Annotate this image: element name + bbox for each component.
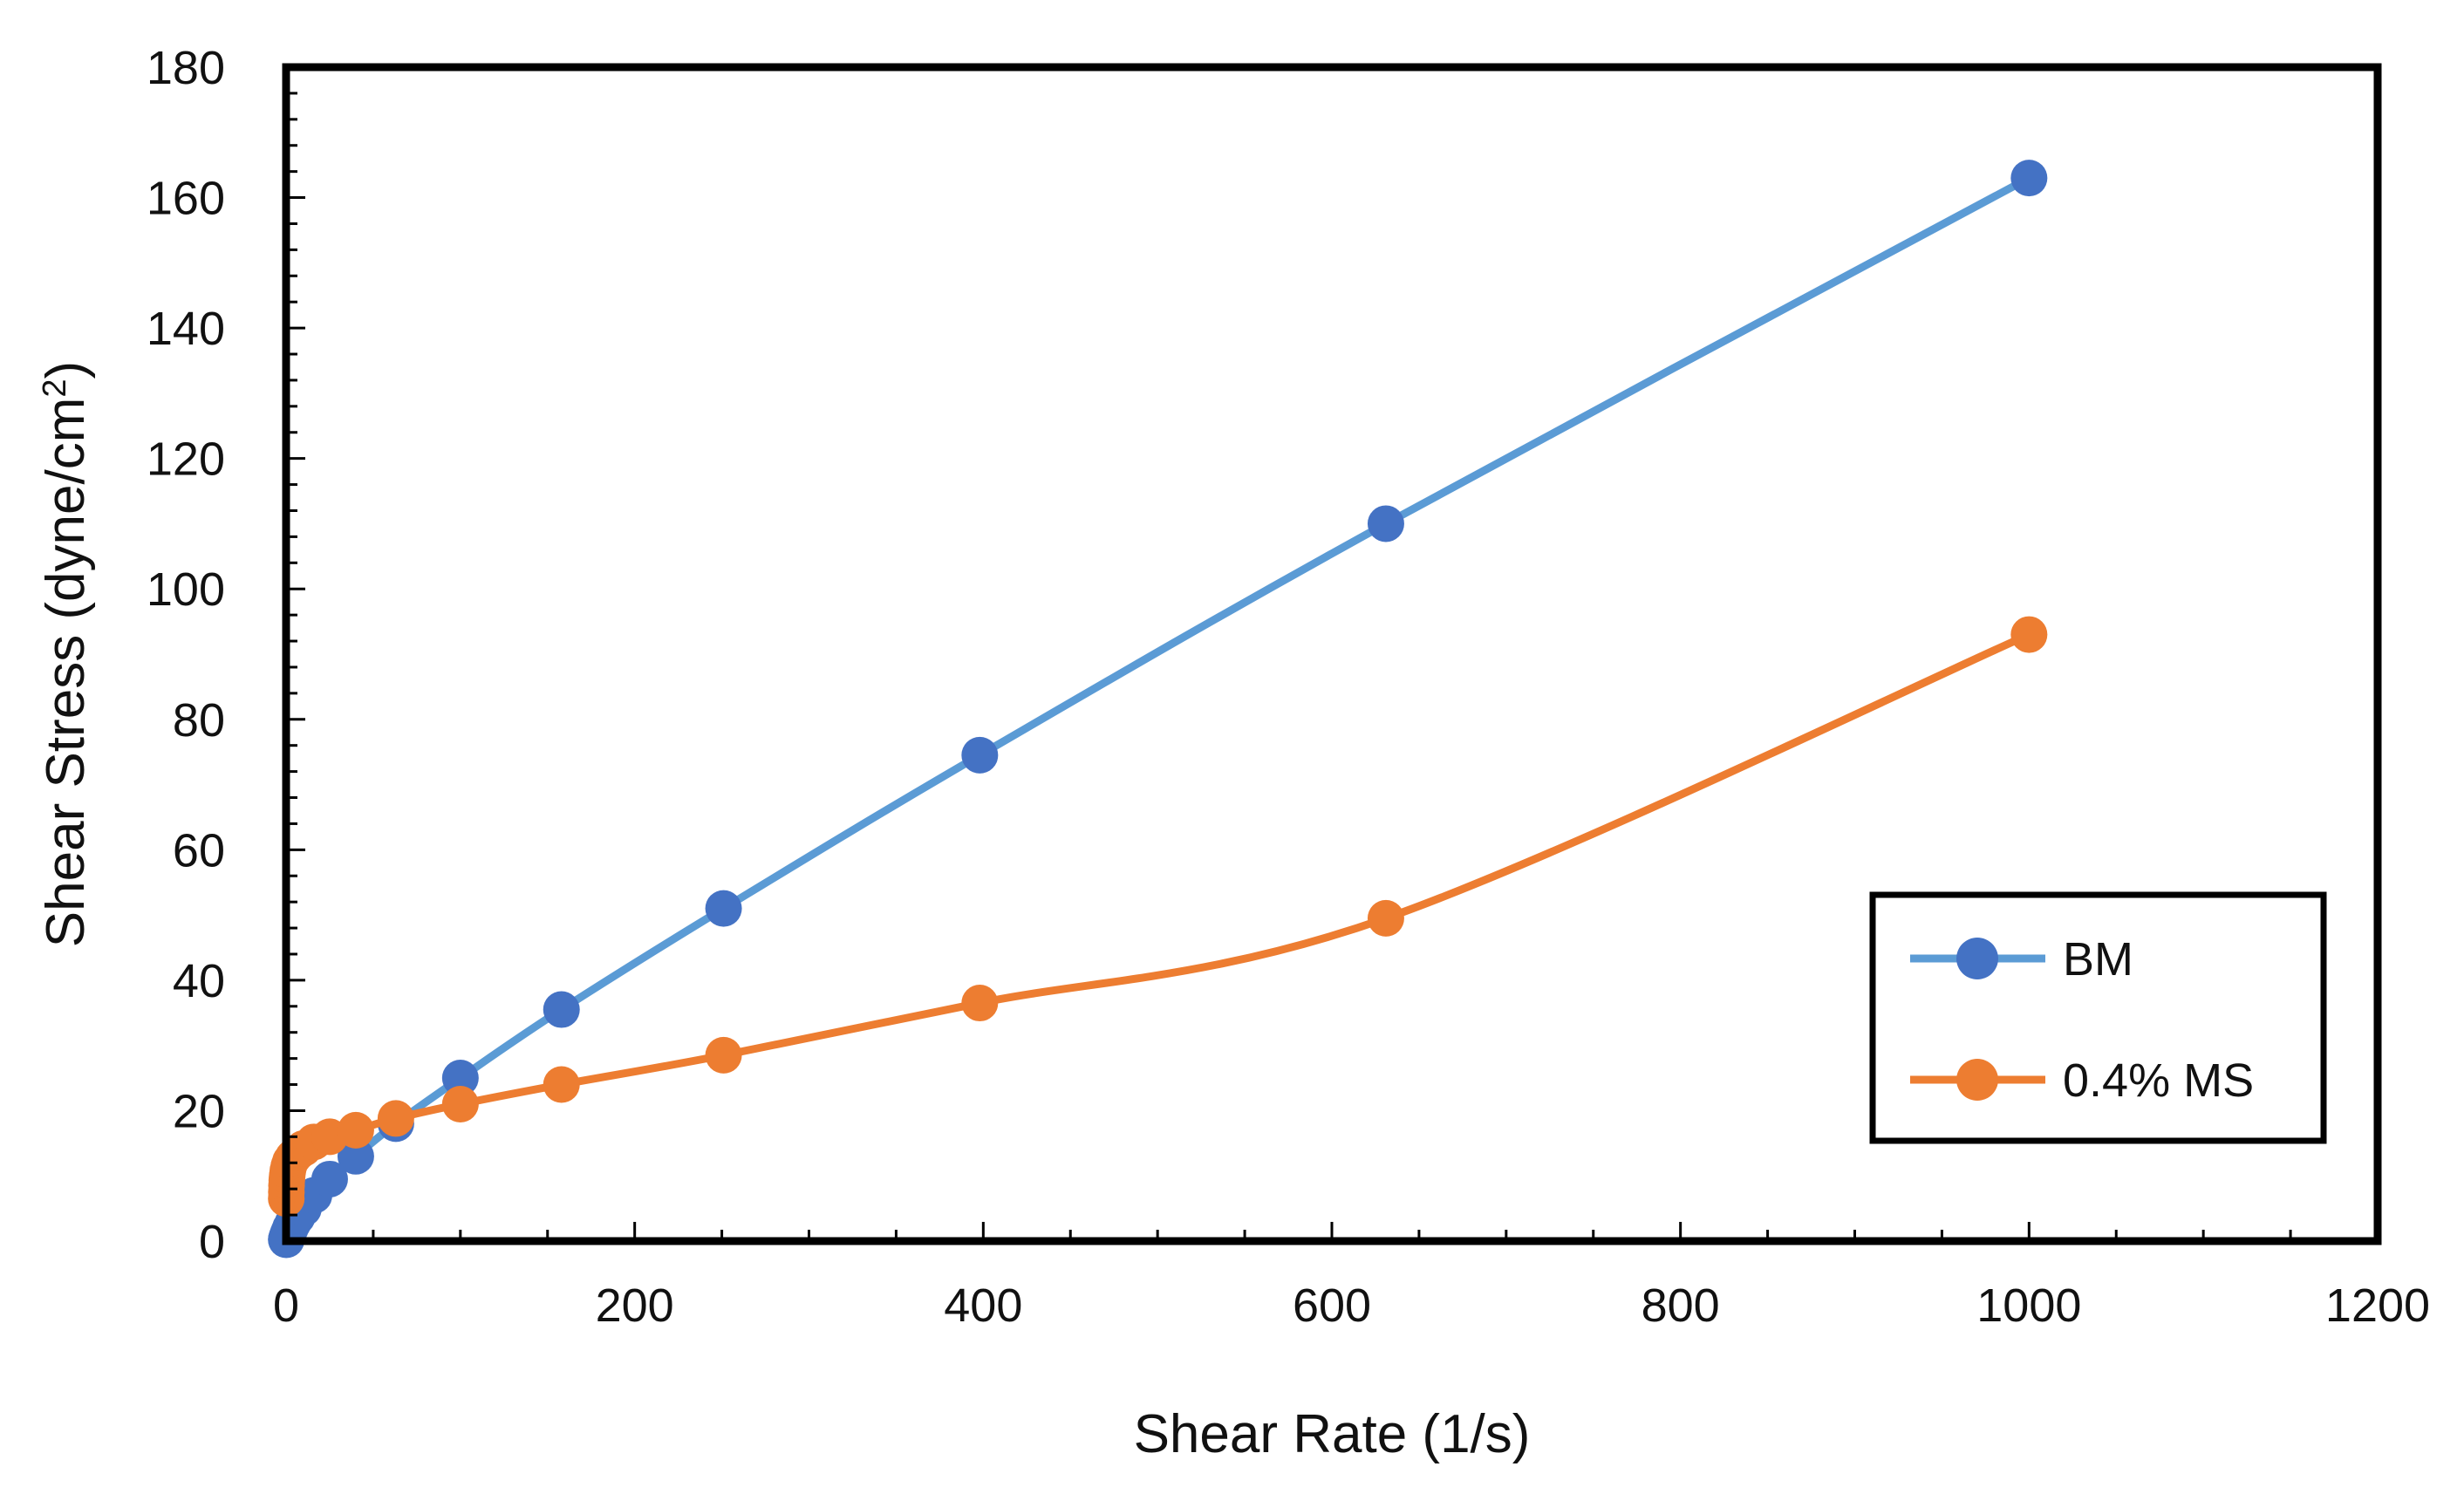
y-axis-title-superscript: 2 <box>37 379 73 397</box>
data-point <box>961 736 999 774</box>
x-tick-label: 200 <box>596 1279 674 1332</box>
series-layer <box>268 160 2048 1259</box>
legend-bm-marker <box>1956 938 1998 979</box>
legend: BM 0.4% MS <box>1869 891 2327 1144</box>
legend-ms-marker <box>1956 1059 1998 1101</box>
y-tick-label: 180 <box>147 42 225 94</box>
data-point <box>337 1111 374 1149</box>
data-point <box>2010 616 2048 653</box>
data-point <box>1367 899 1404 937</box>
data-point <box>441 1060 479 1097</box>
data-point <box>377 1100 414 1137</box>
data-point <box>543 1066 580 1103</box>
x-tick-label: 1200 <box>2325 1279 2430 1332</box>
data-point <box>1367 505 1404 542</box>
data-point <box>311 1160 348 1197</box>
y-tick-label: 60 <box>173 824 225 877</box>
y-tick-label: 100 <box>147 563 225 616</box>
data-point <box>705 1036 742 1074</box>
series-ms <box>268 616 2048 1218</box>
data-point <box>543 991 580 1028</box>
y-tick-label: 140 <box>147 303 225 355</box>
y-tick-label: 0 <box>199 1216 225 1268</box>
y-tick-label: 120 <box>147 433 225 486</box>
x-axis-title: Shear Rate (1/s) <box>1134 1404 1531 1464</box>
x-tick-label: 600 <box>1293 1279 1371 1332</box>
y-tick-label: 80 <box>173 694 225 747</box>
legend-ms-label: 0.4% MS <box>2063 1054 2254 1107</box>
x-tick-label: 1000 <box>1976 1279 2081 1332</box>
y-axis-title-main: Shear Stress (dyne/cm <box>36 398 96 948</box>
plot-frame <box>282 63 2382 1245</box>
x-tick-label: 800 <box>1642 1279 1720 1332</box>
data-point <box>2010 160 2048 197</box>
legend-bm-label: BM <box>2063 933 2133 986</box>
x-tick-label: 400 <box>944 1279 1022 1332</box>
y-tick-label: 40 <box>173 955 225 1007</box>
y-axis-title: Shear Stress (dyne/cm2) <box>36 361 96 947</box>
data-point <box>441 1085 479 1122</box>
data-point <box>961 985 999 1022</box>
y-tick-label: 20 <box>173 1085 225 1137</box>
data-point <box>705 890 742 927</box>
y-tick-label: 160 <box>147 173 225 225</box>
series-line <box>282 631 2033 1203</box>
legend-frame <box>1869 891 2327 1144</box>
data-point <box>337 1137 374 1175</box>
x-tick-label: 0 <box>273 1279 299 1332</box>
tick-layer: 0 200 400 600 800 1000 1200 0 20 40 60 80 100 120 140 1… <box>147 42 2430 1332</box>
y-axis-title-end: ) <box>36 361 96 379</box>
